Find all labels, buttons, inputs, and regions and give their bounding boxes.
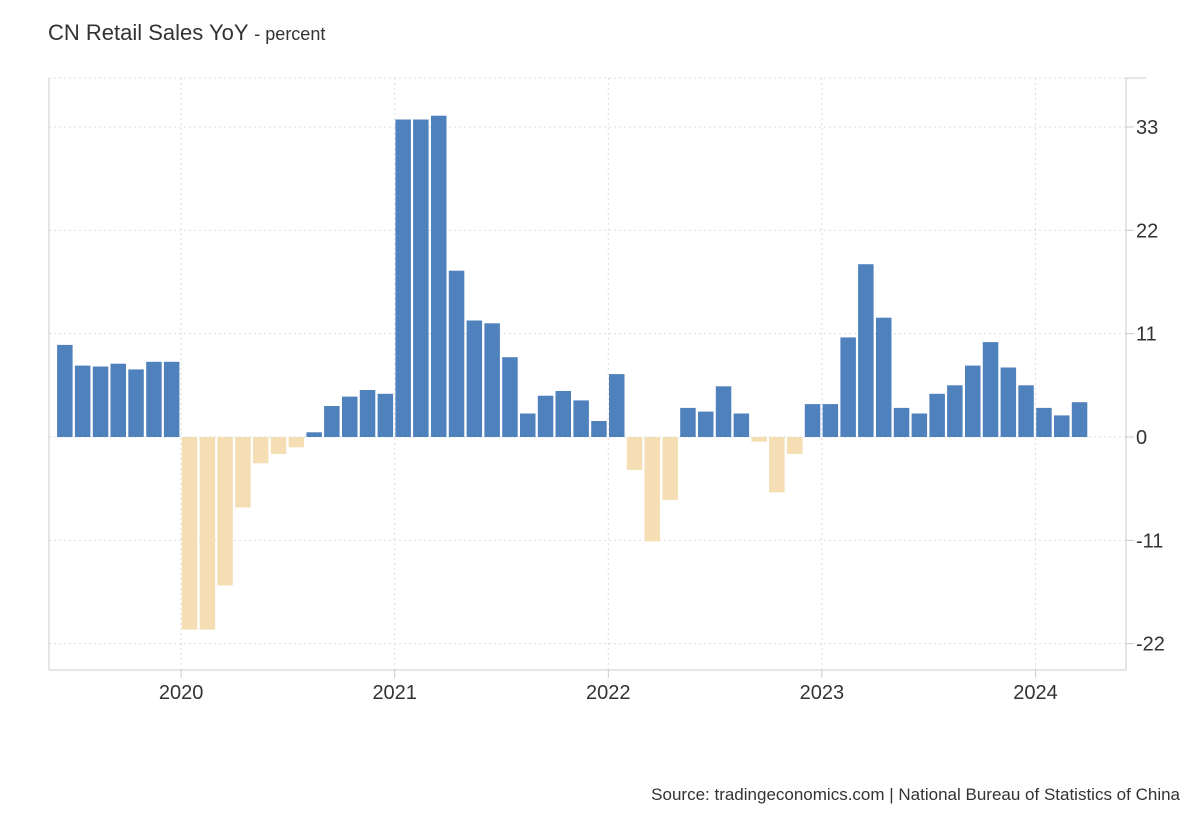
y-tick-label: -11	[1136, 530, 1163, 552]
bar-positive	[324, 406, 340, 437]
bar-positive	[537, 395, 554, 437]
y-tick-label: -22	[1136, 634, 1165, 656]
bar-positive	[110, 363, 126, 437]
bar-positive	[733, 413, 750, 437]
bar-positive	[1018, 385, 1034, 437]
bar-negative	[626, 437, 643, 470]
grid-lines	[49, 77, 1126, 670]
bar-positive	[876, 317, 892, 437]
bar-positive	[1054, 415, 1070, 437]
bar-positive	[680, 407, 696, 437]
bar-positive	[555, 391, 571, 437]
bar-positive	[609, 374, 625, 437]
bar-positive	[929, 393, 945, 437]
source-note: Source: tradingeconomics.com | National …	[651, 785, 1180, 804]
bar-positive	[822, 404, 839, 437]
y-tick-label: 33	[1136, 117, 1158, 139]
bar-positive	[591, 421, 607, 437]
bar-positive	[431, 115, 447, 437]
bar-positive	[128, 369, 144, 437]
tick-labels: 33 22 11 0 -11 -22 2020 2021 2022 2023 2024	[159, 117, 1165, 704]
y-tick-label: 11	[1136, 324, 1157, 346]
bar-negative	[662, 437, 678, 500]
bar-positive	[893, 407, 910, 437]
bar-positive	[715, 386, 732, 437]
bar-positive	[1071, 402, 1088, 437]
bars	[57, 115, 1088, 630]
bar-positive	[359, 390, 376, 437]
bar-chart: 33 22 11 0 -11 -22 2020 2021 2022 2023 2024	[48, 77, 1165, 704]
bar-positive	[163, 361, 180, 437]
bar-negative	[217, 437, 233, 586]
bar-negative	[235, 437, 251, 508]
bar-positive	[448, 270, 465, 437]
bar-positive	[520, 413, 536, 437]
bar-positive	[342, 396, 358, 437]
x-tick-label: 2020	[159, 682, 204, 704]
bar-positive	[484, 323, 500, 437]
bar-positive	[377, 393, 394, 437]
bar-positive	[306, 432, 322, 437]
x-tick-label: 2024	[1013, 682, 1058, 704]
bar-negative	[787, 437, 803, 454]
bar-positive	[965, 365, 981, 437]
y-tick-label: 22	[1136, 220, 1158, 242]
bar-positive	[982, 342, 999, 437]
bar-positive	[502, 357, 518, 437]
bar-negative	[252, 437, 269, 464]
chart-title-text: CN Retail Sales YoY	[48, 20, 249, 45]
bar-positive	[74, 365, 91, 437]
bar-negative	[181, 437, 198, 630]
bar-negative	[751, 437, 767, 442]
bar-positive	[911, 413, 928, 437]
bar-negative	[769, 437, 785, 493]
bar-negative	[288, 437, 305, 448]
bar-negative	[270, 437, 287, 454]
x-tick-label: 2021	[372, 682, 417, 704]
bar-positive	[858, 264, 874, 437]
bar-positive	[947, 385, 963, 437]
x-tick-label: 2022	[586, 682, 631, 704]
axes	[48, 77, 1146, 678]
bar-positive	[840, 337, 856, 437]
bar-positive	[395, 119, 411, 437]
bar-positive	[57, 344, 73, 437]
bar-positive	[573, 400, 589, 437]
bar-positive	[698, 411, 714, 437]
chart-subtitle: - percent	[254, 24, 326, 44]
bar-negative	[199, 437, 216, 630]
bar-negative	[644, 437, 660, 542]
chart-title: CN Retail Sales YoY - percent	[48, 20, 325, 46]
bar-positive	[804, 404, 821, 437]
bar-positive	[1000, 367, 1017, 437]
bar-positive	[466, 320, 483, 437]
x-tick-label: 2023	[800, 682, 845, 704]
bar-positive	[92, 366, 109, 437]
y-tick-label: 0	[1136, 427, 1147, 449]
bar-positive	[413, 119, 429, 437]
bar-positive	[146, 361, 162, 437]
bar-positive	[1036, 407, 1052, 437]
